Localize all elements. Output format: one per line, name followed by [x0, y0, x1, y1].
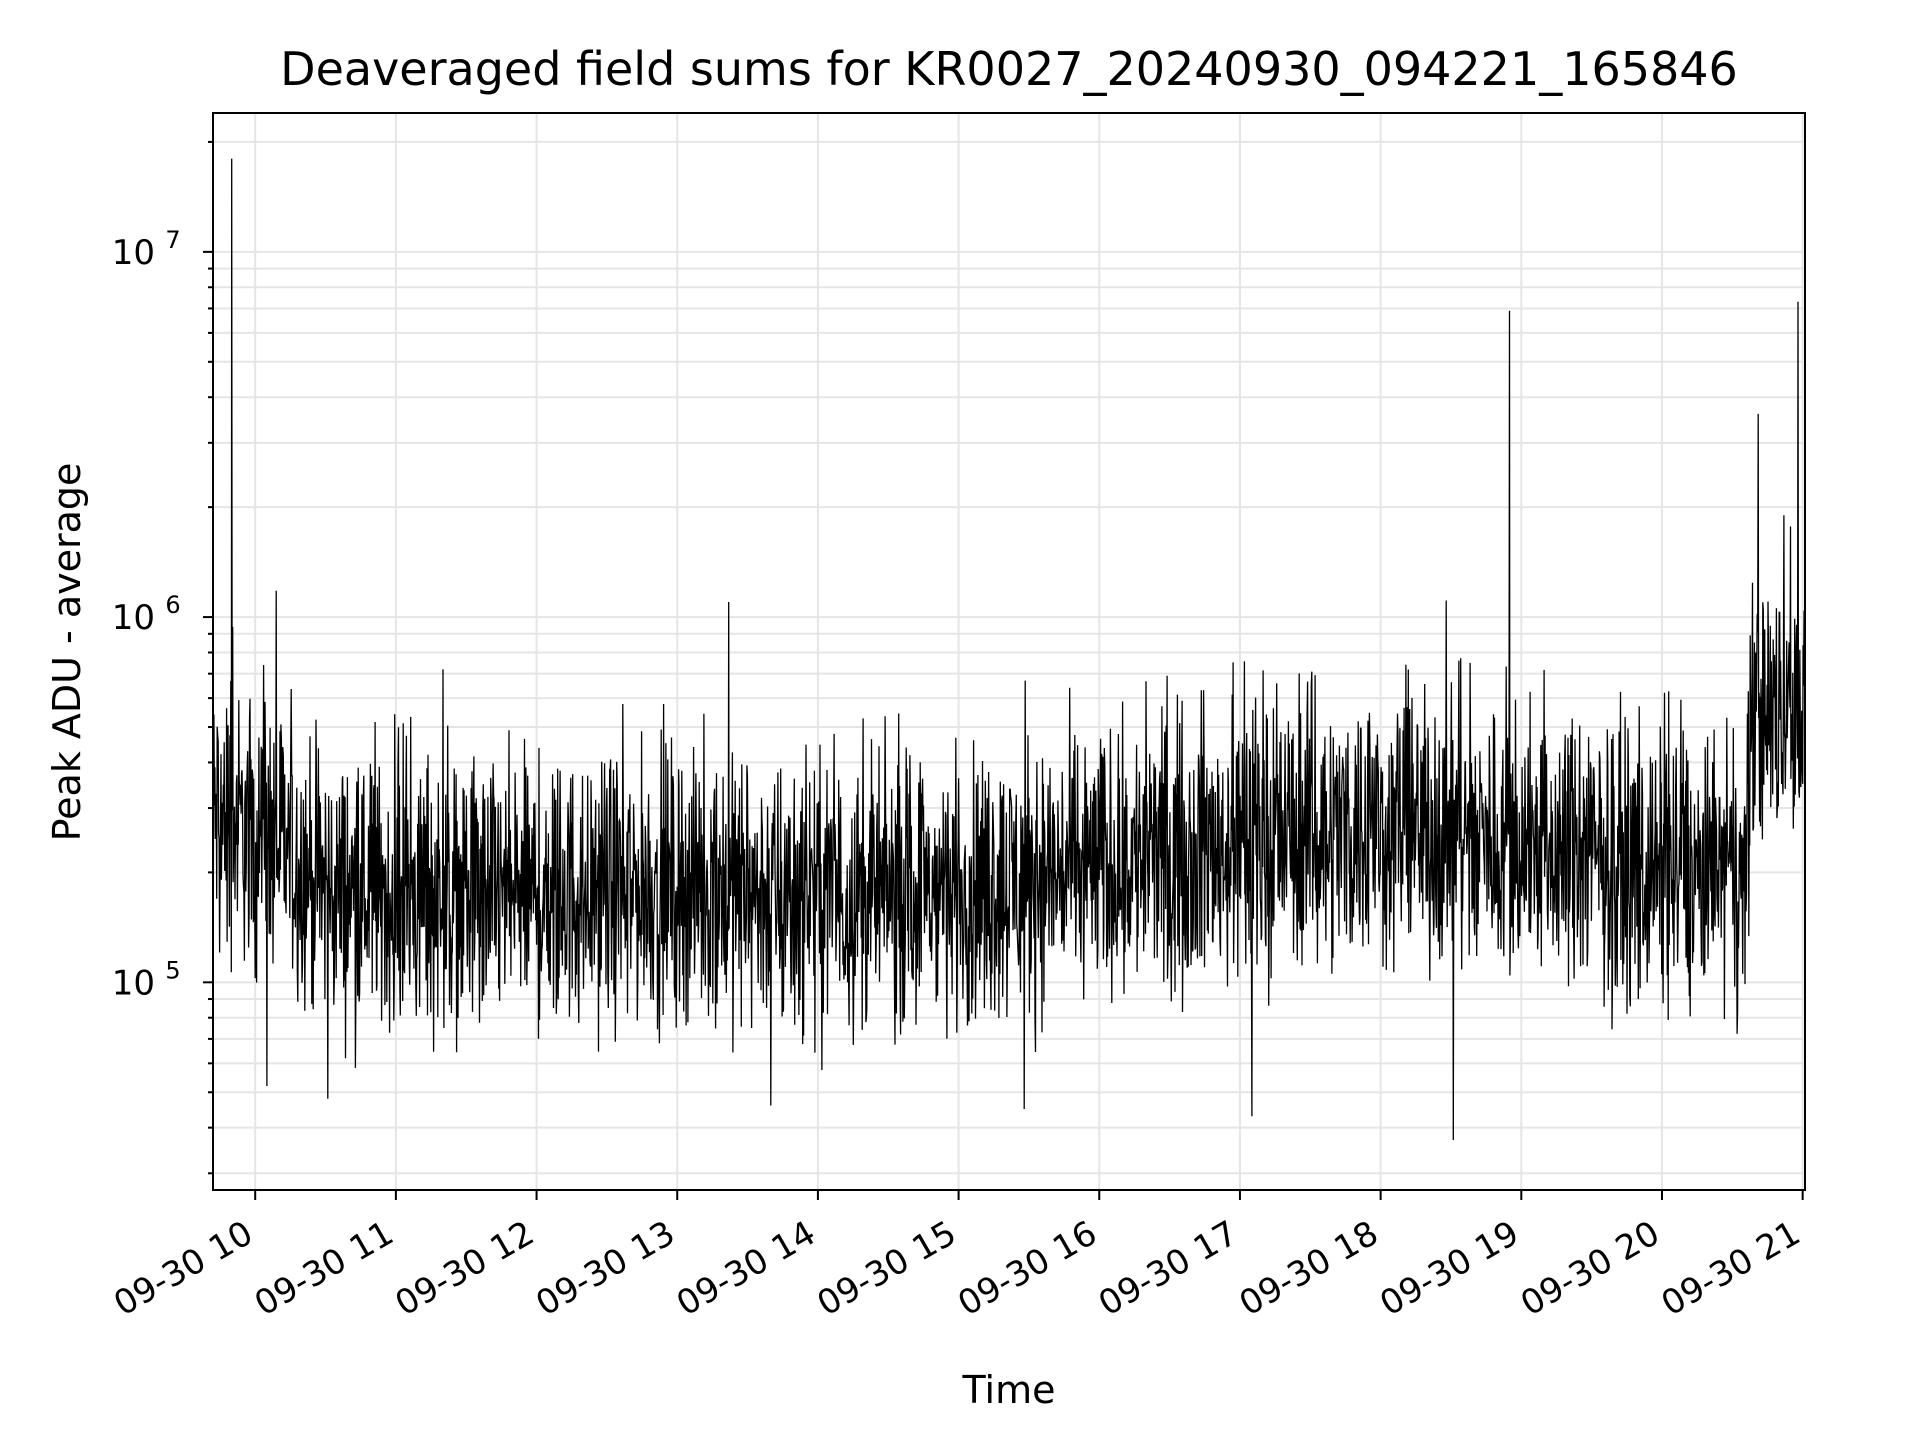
x-axis-label: Time	[962, 1368, 1056, 1412]
x-tick-label: 09-30 20	[1514, 1213, 1666, 1324]
y-axis-label: Peak ADU - average	[45, 463, 89, 842]
x-tick-label: 09-30 13	[529, 1213, 681, 1324]
x-tick-label: 09-30 12	[389, 1213, 541, 1324]
series-line	[212, 158, 1806, 1141]
y-tick-label: 10	[112, 233, 155, 273]
x-tick-label: 09-30 19	[1373, 1213, 1525, 1324]
x-tick-label: 09-30 10	[107, 1213, 259, 1324]
x-tick-label: 09-30 21	[1655, 1213, 1807, 1324]
x-tick-label: 09-30 16	[951, 1213, 1103, 1324]
y-tick-label-exponent: 5	[165, 956, 180, 984]
x-tick-label: 09-30 17	[1092, 1213, 1244, 1324]
x-tick-label: 09-30 14	[670, 1213, 822, 1324]
y-tick-label: 10	[112, 598, 155, 638]
y-tick-label-exponent: 7	[165, 226, 180, 254]
grid-lines	[213, 113, 1805, 1190]
y-tick-label: 10	[112, 963, 155, 1003]
x-tick-label: 09-30 15	[811, 1213, 963, 1324]
x-tick-label: 09-30 18	[1233, 1213, 1385, 1324]
x-tick-label: 09-30 11	[248, 1213, 400, 1324]
y-axis: 10 5 10 6 10 7	[112, 140, 213, 1175]
y-tick-label-exponent: 6	[165, 591, 180, 619]
chart-title: Deaveraged field sums for KR0027_2024093…	[280, 42, 1738, 96]
series-peak-adu	[212, 158, 1806, 1141]
